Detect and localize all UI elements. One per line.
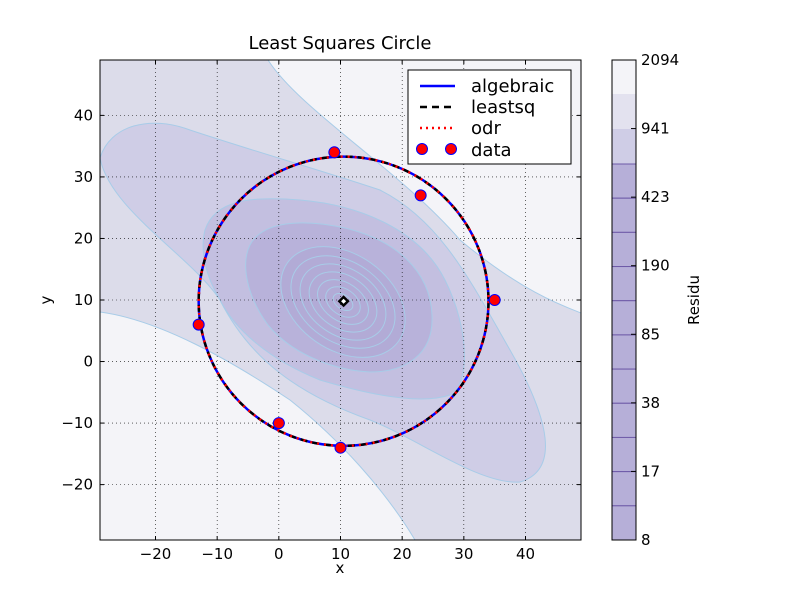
data-points — [192, 146, 501, 454]
colorbar: 2094 941 423 190 85 38 17 8 Residu — [611, 51, 703, 549]
data-point — [334, 441, 347, 454]
colorbar-band — [611, 300, 637, 336]
colorbar-band-3 — [612, 129, 636, 164]
y-tick-label: 30 — [74, 168, 93, 186]
y-axis-ticks: −20 −10 0 10 20 30 40 — [61, 106, 581, 494]
legend-label-data: data — [471, 140, 512, 161]
y-axis-label: y — [37, 295, 55, 304]
legend-marker-data-1 — [416, 143, 428, 155]
data-point — [192, 318, 205, 331]
colorbar-band — [611, 197, 637, 233]
data-point — [328, 146, 341, 159]
x-axis-ticks: −20 −10 0 10 20 30 40 — [140, 60, 535, 563]
legend-label-algebraic: algebraic — [471, 76, 554, 97]
y-tick-label: 10 — [74, 291, 93, 309]
colorbar-tick-label: 8 — [641, 531, 651, 549]
colorbar-top-band — [612, 60, 636, 94]
x-tick-label: −20 — [140, 545, 172, 563]
legend: algebraic leastsq odr data — [407, 69, 572, 165]
y-tick-label: −10 — [61, 414, 93, 432]
colorbar-band — [611, 266, 637, 302]
x-tick-label: 30 — [454, 545, 473, 563]
colorbar-tick-label: 85 — [641, 325, 660, 343]
center-diamond-inner — [341, 298, 347, 304]
legend-label-leastsq: leastsq — [471, 97, 535, 118]
x-tick-label: 40 — [516, 545, 535, 563]
colorbar-ticks: 2094 941 423 190 85 38 17 8 — [631, 51, 679, 549]
x-tick-label: 20 — [393, 545, 412, 563]
colorbar-band — [611, 505, 637, 541]
colorbar-lower-bands — [611, 163, 637, 541]
legend-marker-data-2 — [445, 143, 457, 155]
x-tick-label: 0 — [274, 545, 284, 563]
colorbar-tick-label: 17 — [641, 462, 660, 480]
colorbar-band — [611, 231, 637, 268]
colorbar-label: Residu — [685, 275, 703, 325]
data-point — [414, 189, 427, 202]
y-tick-label: 0 — [83, 353, 93, 371]
colorbar-band — [611, 334, 637, 370]
x-axis-label: x — [336, 559, 345, 577]
data-point — [488, 294, 501, 306]
y-tick-label: 20 — [74, 229, 93, 247]
center-marker — [337, 295, 350, 308]
colorbar-band-2 — [612, 94, 636, 129]
colorbar-frame — [611, 59, 637, 541]
colorbar-band — [611, 471, 637, 507]
colorbar-tick-label: 38 — [641, 394, 660, 412]
colorbar-band — [611, 402, 637, 438]
data-point — [272, 417, 285, 430]
x-tick-label: 10 — [331, 545, 350, 563]
colorbar-tick-label: 423 — [641, 188, 670, 206]
colorbar-band — [611, 436, 637, 473]
circle-odr — [197, 155, 490, 448]
legend-label-odr: odr — [471, 118, 501, 139]
colorbar-band — [611, 368, 637, 404]
colorbar-tick-label: 2094 — [641, 51, 679, 69]
x-tick-label: −10 — [201, 545, 233, 563]
y-tick-label: −20 — [61, 476, 93, 494]
colorbar-band — [611, 163, 637, 199]
colorbar-tick-label: 941 — [641, 120, 670, 138]
chart-title: Least Squares Circle — [249, 33, 432, 54]
colorbar-tick-label: 190 — [641, 257, 670, 275]
y-tick-label: 40 — [74, 106, 93, 124]
